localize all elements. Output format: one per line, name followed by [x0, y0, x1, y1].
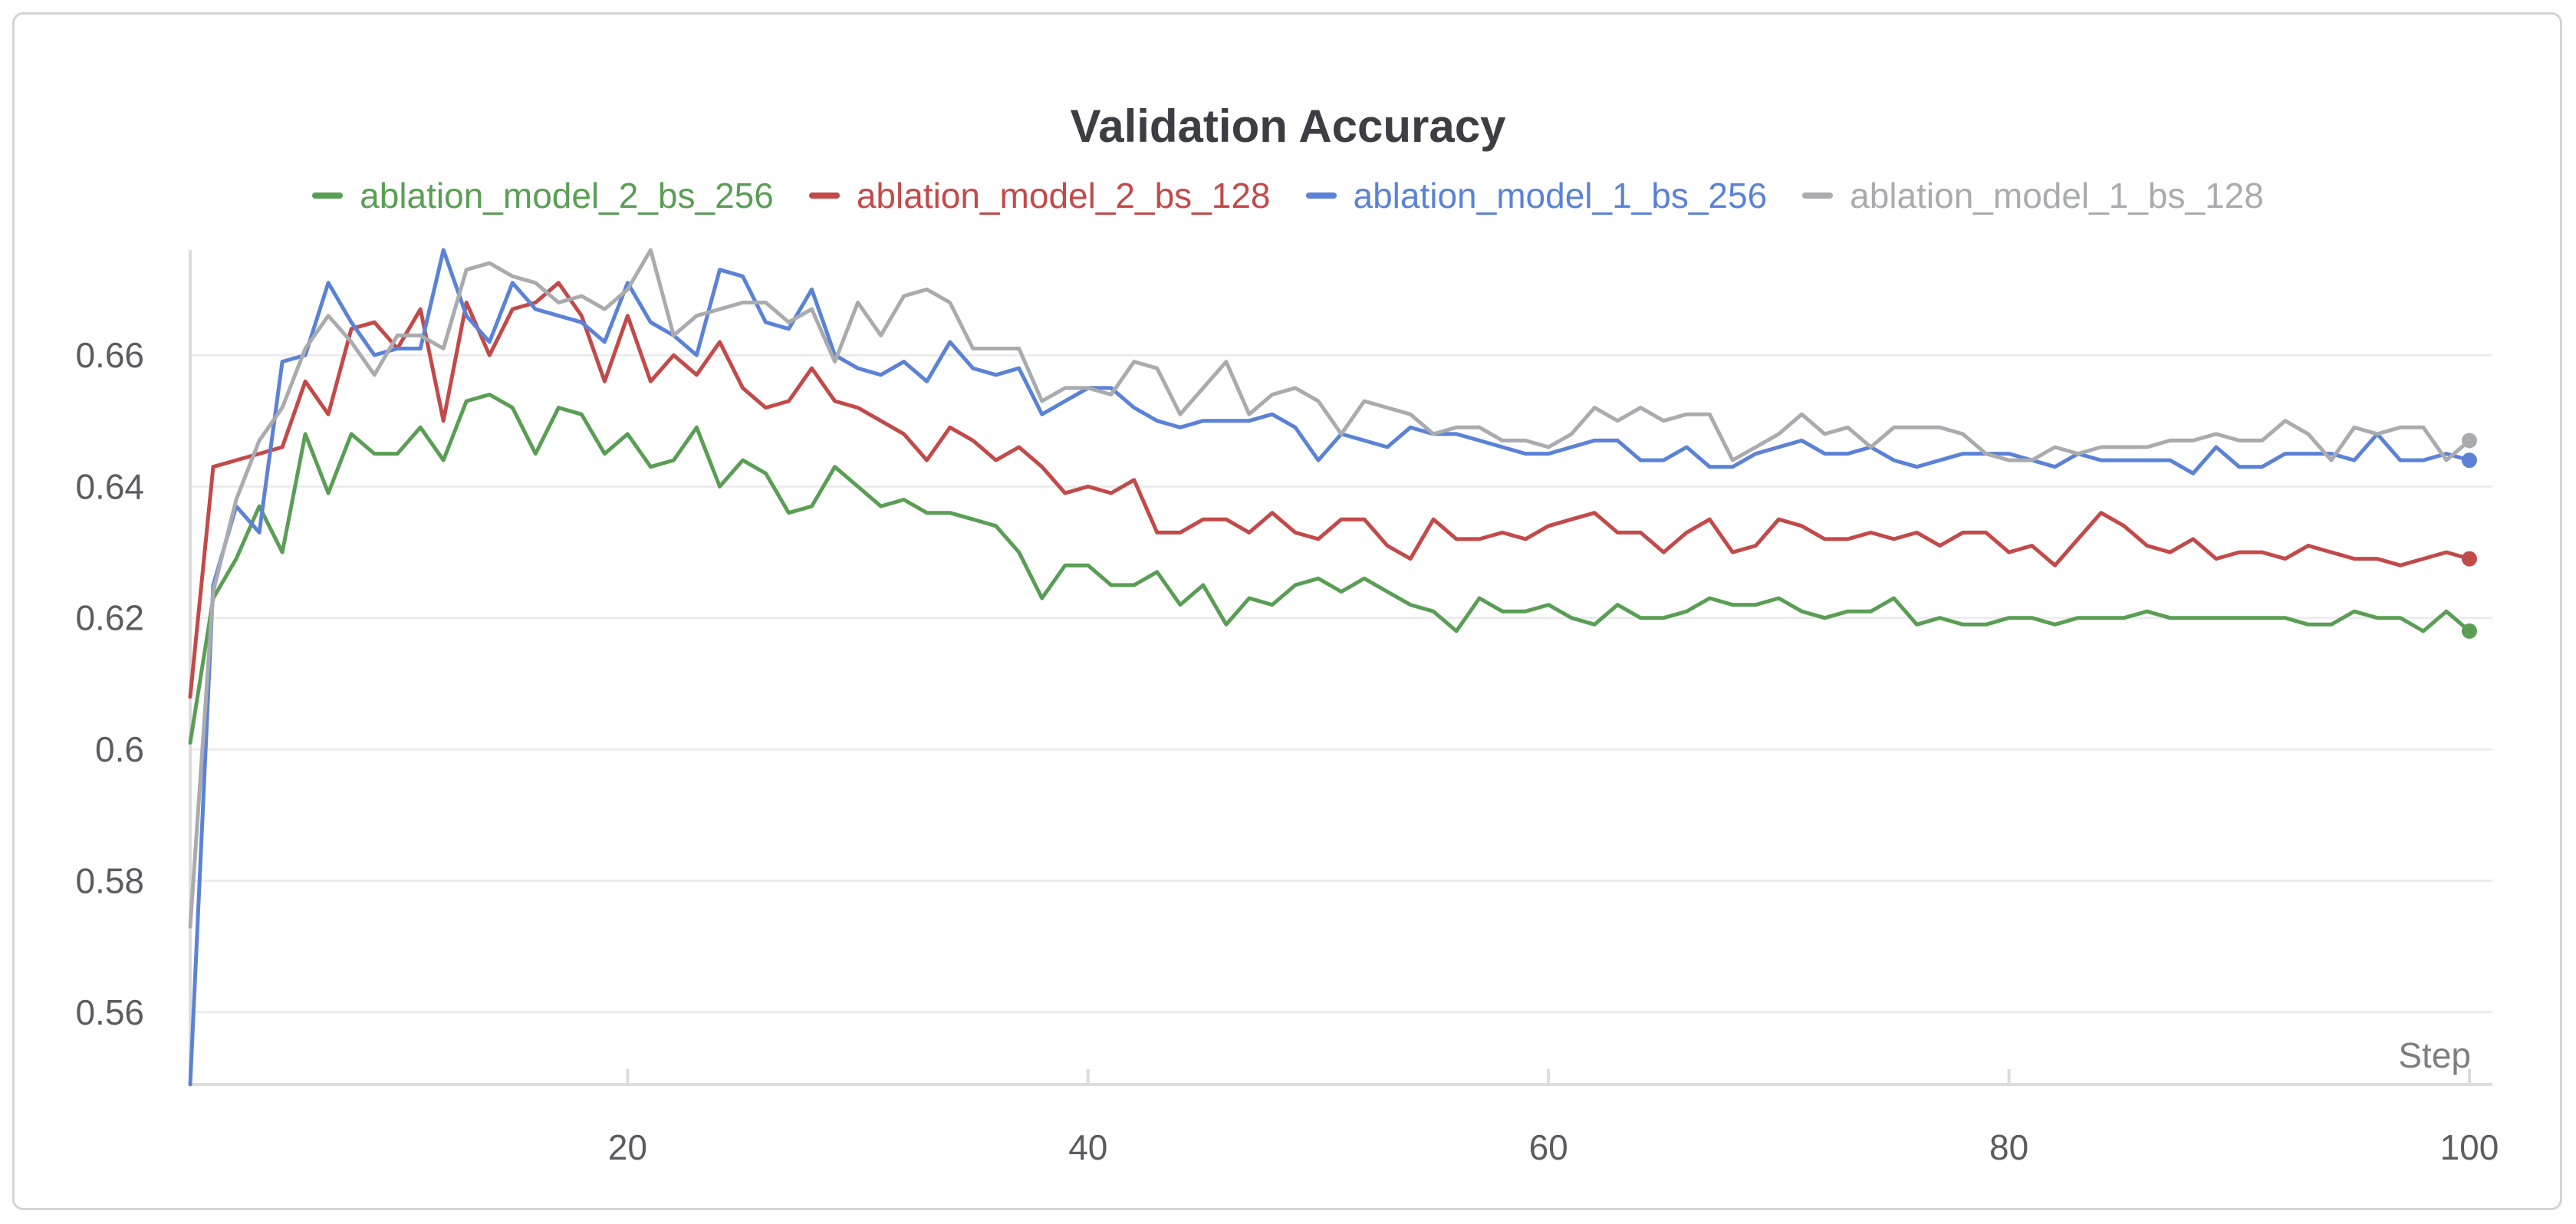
- y-axis: 0.56 0.58 0.6 0.62 0.64 0.66: [75, 250, 192, 1084]
- legend-item[interactable]: ablation_model_1_bs_256: [1305, 175, 1768, 216]
- legend-label: ablation_model_1_bs_256: [1353, 176, 1768, 216]
- x-axis-label: Step: [2398, 1035, 2471, 1075]
- legend-item[interactable]: ablation_model_1_bs_128: [1802, 175, 2264, 216]
- legend-swatch: [312, 192, 344, 199]
- series-end-point: [2461, 623, 2477, 639]
- legend-label: ablation_model_2_bs_256: [360, 176, 774, 216]
- legend-swatch: [1305, 192, 1337, 199]
- x-tick-label: 20: [608, 1127, 647, 1167]
- series-end-point: [2461, 433, 2477, 449]
- legend-label: ablation_model_1_bs_128: [1850, 176, 2264, 216]
- x-axis: 20 40 60 80 100: [190, 1069, 2499, 1167]
- x-tick-label: 100: [2440, 1127, 2499, 1167]
- chart-title: Validation Accuracy: [1070, 100, 1506, 152]
- legend-item[interactable]: ablation_model_2_bs_128: [808, 175, 1271, 216]
- y-tick-label: 0.64: [75, 466, 144, 506]
- legend-item[interactable]: ablation_model_2_bs_256: [312, 175, 774, 216]
- series-end-point: [2461, 551, 2477, 567]
- legend-swatch: [808, 192, 840, 199]
- chart-panel: [12, 12, 2562, 1210]
- y-tick-label: 0.56: [75, 992, 144, 1032]
- series-line-ablation_model_2_bs_256: [188, 393, 2472, 745]
- x-tick-label: 60: [1529, 1127, 1568, 1167]
- series-line-ablation_model_2_bs_128: [188, 281, 2472, 699]
- legend-label: ablation_model_2_bs_128: [856, 176, 1271, 216]
- y-tick-label: 0.62: [75, 598, 144, 638]
- legend-swatch: [1802, 192, 1834, 199]
- series-line-ablation_model_1_bs_256: [188, 248, 2472, 1087]
- series-line-ablation_model_1_bs_128: [188, 248, 2472, 929]
- series-lines: [188, 248, 2477, 1087]
- x-tick-label: 80: [1989, 1127, 2028, 1167]
- y-tick-label: 0.66: [75, 335, 144, 375]
- y-tick-label: 0.6: [95, 729, 144, 769]
- x-tick-label: 40: [1068, 1127, 1107, 1167]
- y-tick-label: 0.58: [75, 860, 144, 900]
- chart-legend: ablation_model_2_bs_256 ablation_model_2_…: [0, 175, 2576, 216]
- series-end-point: [2461, 452, 2477, 469]
